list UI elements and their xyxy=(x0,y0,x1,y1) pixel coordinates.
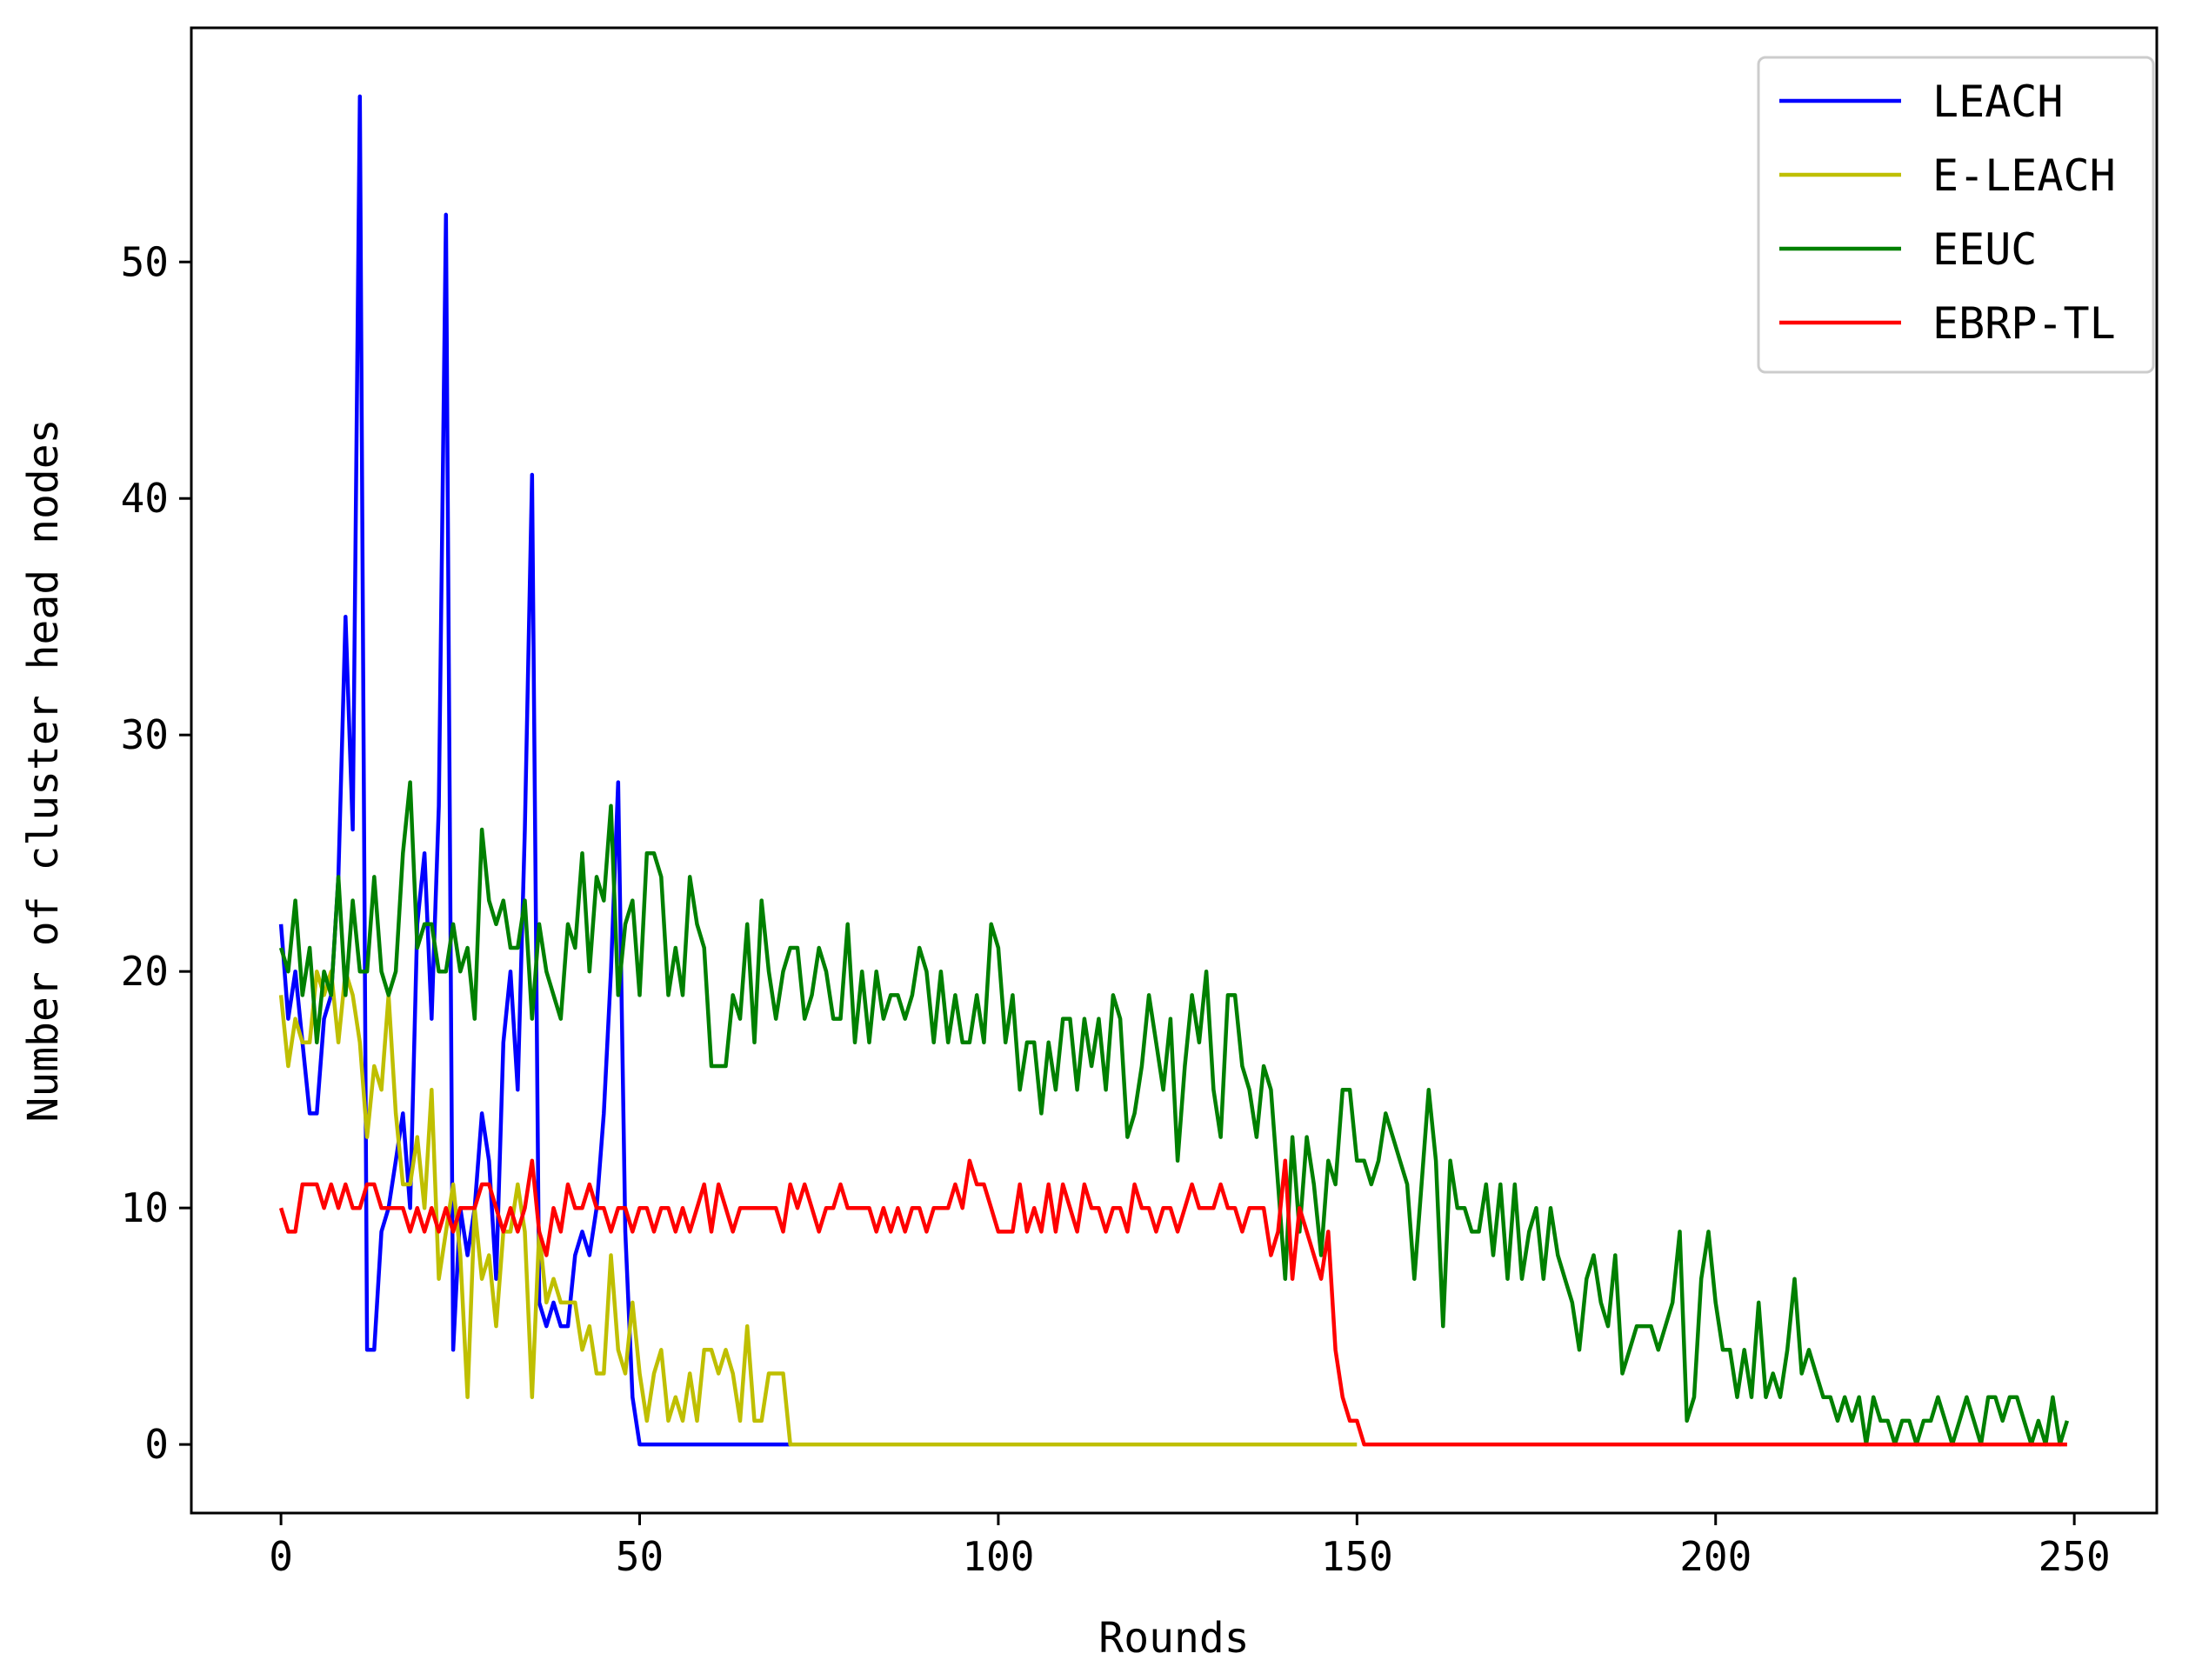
x-axis-label: Rounds xyxy=(1098,1614,1249,1663)
legend: LEACH E-LEACH EEUC EBRP-TL xyxy=(1757,56,2155,374)
legend-label-eeuc: EEUC xyxy=(1932,224,2037,275)
series-layer xyxy=(278,94,2070,1447)
x-tick-label: 200 xyxy=(1679,1533,1752,1580)
x-tick-label: 0 xyxy=(269,1533,293,1580)
x-axis: 0 50 100 150 200 250 xyxy=(269,1513,2111,1580)
x-tick-label: 250 xyxy=(2039,1533,2111,1580)
legend-label-ebrp-tl: EBRP-TL xyxy=(1932,298,2116,349)
y-axis: 0 10 20 30 40 50 xyxy=(121,238,191,1468)
x-tick-label: 50 xyxy=(616,1533,664,1580)
legend-label-e-leach: E-LEACH xyxy=(1932,150,2116,201)
series-line-leach xyxy=(278,94,791,1447)
legend-label-leach: LEACH xyxy=(1932,77,2064,127)
series-line-eeuc xyxy=(278,780,2070,1447)
series-line-e-leach xyxy=(278,969,1358,1447)
y-tick-label: 50 xyxy=(121,238,169,285)
y-tick-label: 0 xyxy=(144,1421,169,1468)
legend-box xyxy=(1757,56,2155,374)
y-tick-label: 20 xyxy=(121,948,169,995)
plot-frame xyxy=(190,26,2159,1515)
y-tick-label: 30 xyxy=(121,711,169,758)
x-tick-label: 150 xyxy=(1321,1533,1393,1580)
series-line-ebrp-tl xyxy=(278,1158,2067,1447)
x-tick-label: 100 xyxy=(962,1533,1034,1580)
y-tick-label: 10 xyxy=(121,1184,169,1231)
y-tick-label: 40 xyxy=(121,475,169,522)
y-axis-label: Number of cluster head nodes xyxy=(19,418,68,1122)
